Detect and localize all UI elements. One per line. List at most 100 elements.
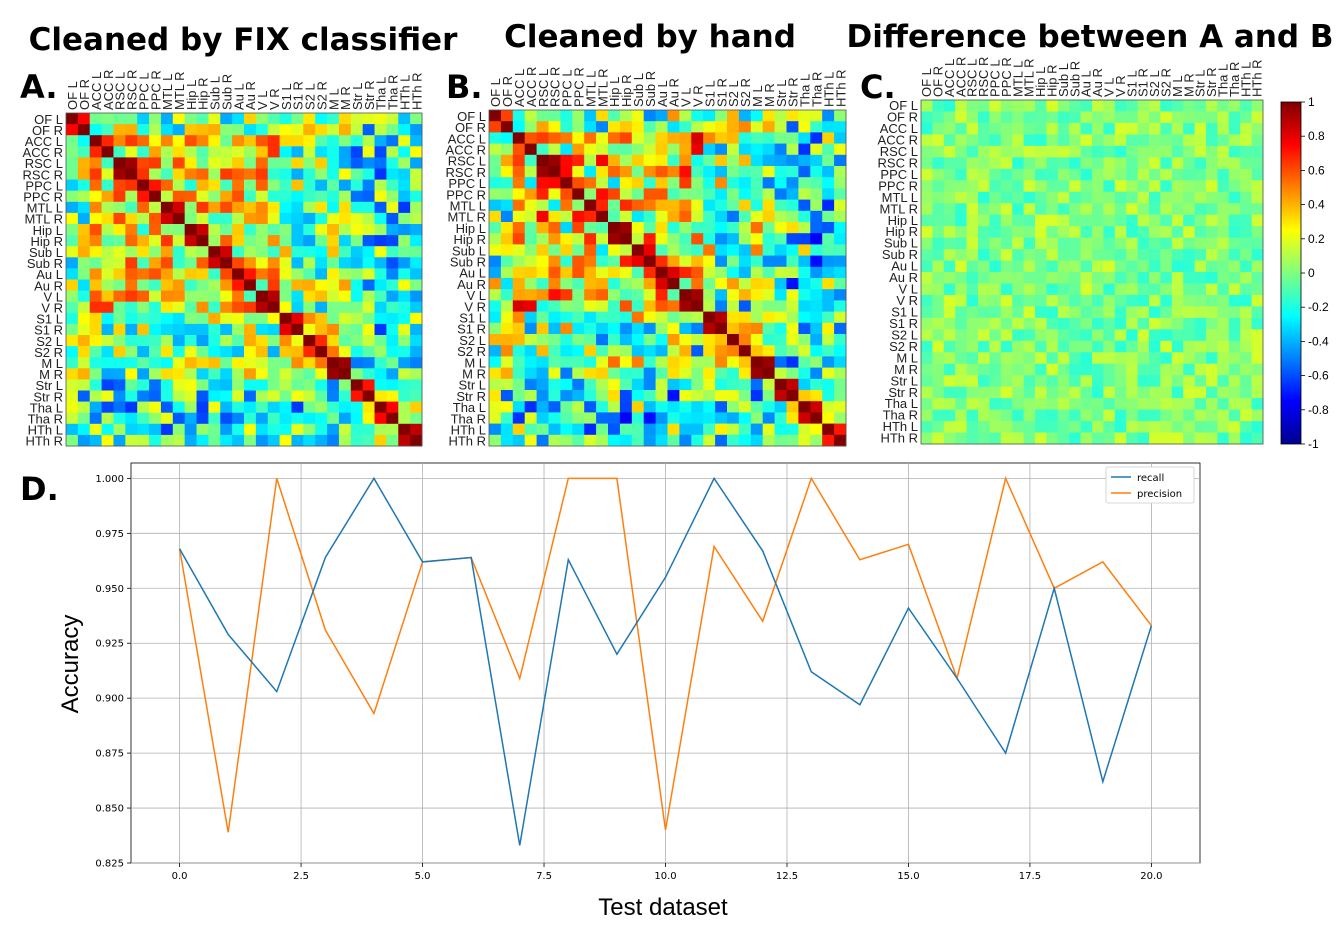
heatmap-cell [536,423,549,436]
heatmap-cell [184,135,198,147]
heatmap-cell [500,322,514,335]
heatmap-cell [667,244,680,257]
heatmap-cell [244,168,257,181]
heatmap-cell [244,224,257,236]
heatmap-cell [1137,226,1150,239]
heatmap-cell [608,121,621,133]
x-tick-label: 7.5 [536,871,552,882]
heatmap-cell [798,188,811,201]
heatmap-cell [66,157,79,169]
row-label: Tha L [30,400,63,415]
column-label: PPC R [572,67,587,107]
heatmap-cell [410,168,423,181]
heatmap-cell [596,434,609,447]
heatmap-cell [1092,352,1104,365]
heatmap-cell [398,390,411,403]
heatmap-cell [548,143,561,156]
heatmap-cell [374,146,387,158]
heatmap-cell [1080,329,1093,342]
heatmap-cell [1012,157,1025,170]
row-label: M R [39,367,63,382]
heatmap-cell [350,157,364,169]
heatmap-cell [386,224,399,236]
column-label: OF R [930,66,945,97]
heatmap-cell [1057,145,1070,158]
heatmap-cell [66,179,79,192]
heatmap-cell [608,244,621,257]
heatmap-cell [315,379,328,391]
heatmap-cell [572,255,585,268]
heatmap-cell [1103,203,1116,216]
heatmap-cell [208,290,221,303]
heatmap-cell [1137,180,1150,193]
heatmap-cell [955,386,968,399]
heatmap-cell [1240,421,1253,434]
heatmap-cell [1012,409,1025,422]
heatmap-cell [137,124,150,136]
heatmap-cell [822,367,835,380]
heatmap-cell [1251,375,1264,388]
heatmap-cell [643,199,657,212]
heatmap-cell [1057,283,1070,296]
heatmap-cell [386,368,399,380]
heatmap-cell [374,412,387,425]
heatmap-cell [667,132,680,145]
heatmap-cell [77,135,91,147]
heatmap-cell [1092,122,1104,135]
heatmap-cell [101,113,114,125]
heatmap-cell [679,233,692,245]
heatmap-cell [386,246,399,258]
heatmap-cell [1251,203,1264,216]
heatmap-cell [1217,421,1230,434]
panel-label-c: C. [860,68,896,106]
heatmap-cell [77,412,91,425]
heatmap-cell [631,356,645,369]
heatmap-cell [279,346,292,358]
heatmap-cell [1069,214,1082,227]
heatmap-cell [750,143,764,156]
heatmap-cell [1012,317,1025,330]
row-label: Tha R [883,408,918,423]
heatmap-cell [619,278,633,290]
heatmap-cell [655,154,668,167]
heatmap-cell [1023,203,1036,216]
heatmap-cell [572,356,585,369]
heatmap-cell [989,398,1002,411]
row-label: PPC R [878,178,918,193]
heatmap-cell [1171,180,1184,193]
heatmap-cell [1126,421,1139,434]
heatmap-cell [560,233,573,245]
heatmap-cell [631,289,645,301]
heatmap-cell [350,179,364,192]
heatmap-cell [1012,249,1025,262]
heatmap-cell [966,168,979,181]
row-label: S1 L [36,312,63,327]
heatmap-cell [608,412,621,425]
heatmap-cell [1183,306,1196,319]
heatmap-cell [512,222,526,234]
heatmap-cell [66,301,79,314]
heatmap-cell [1000,421,1013,434]
heatmap-cell [1069,294,1082,307]
heatmap-cell [1194,340,1207,353]
heatmap-cell [774,177,787,189]
heatmap-cell [244,301,257,314]
row-label: MTL R [447,210,486,225]
heatmap-cell [1183,363,1196,376]
heatmap-cell [810,300,823,313]
heatmap-cell [1217,375,1230,388]
heatmap-cell [572,166,585,178]
heatmap-cell [208,157,221,169]
heatmap-cell [1206,375,1218,388]
heatmap-cell [560,289,573,301]
heatmap-cell [500,278,514,290]
heatmap-cell [149,312,162,325]
column-label: MTL R [172,71,187,110]
heatmap-cell [1046,306,1059,319]
heatmap-cell [560,143,573,156]
heatmap-cell [267,279,281,292]
heatmap-cell [750,378,764,391]
heatmap-cell [338,423,352,436]
heatmap-cell [1057,226,1070,239]
heatmap-cell [362,212,376,225]
